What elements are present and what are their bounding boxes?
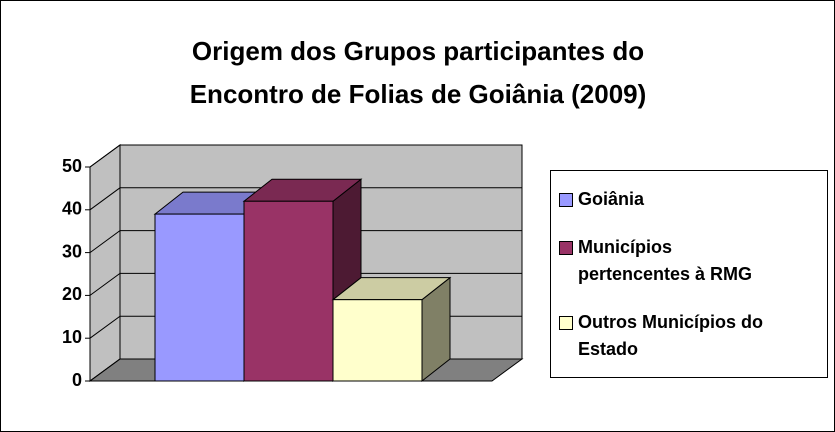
legend-label: Municípios pertencentes à RMG — [578, 236, 753, 284]
legend-label: Outros Municípios do Estado — [578, 311, 763, 359]
grid-line — [89, 272, 522, 296]
y-tick-label: 10 — [62, 327, 82, 347]
y-tick-label: 20 — [62, 284, 82, 304]
bar — [243, 200, 334, 382]
y-tick-label: 30 — [62, 241, 82, 261]
y-tick-label: 50 — [62, 156, 82, 176]
legend-swatch — [559, 240, 573, 255]
y-tick-label: 0 — [72, 370, 82, 390]
side-wall — [89, 144, 121, 382]
legend-item: Municípios pertencentes à RMG — [559, 234, 827, 288]
legend: Goiânia Municípios pertencentes à RMG Outr… — [550, 170, 828, 378]
grid-line — [89, 230, 522, 254]
legend-label: Goiânia — [578, 188, 645, 209]
bar — [332, 299, 423, 382]
legend-item: Outros Municípios do Estado — [559, 309, 827, 363]
chart-title: Origem dos Grupos participantes do Encon… — [189, 36, 647, 109]
legend-swatch — [559, 192, 573, 207]
y-tick-label: 40 — [62, 199, 82, 219]
legend-swatch — [559, 315, 573, 330]
legend-item: Goiânia — [559, 186, 827, 213]
bar — [154, 213, 245, 382]
grid-line — [89, 187, 522, 211]
grid-line — [89, 144, 522, 168]
